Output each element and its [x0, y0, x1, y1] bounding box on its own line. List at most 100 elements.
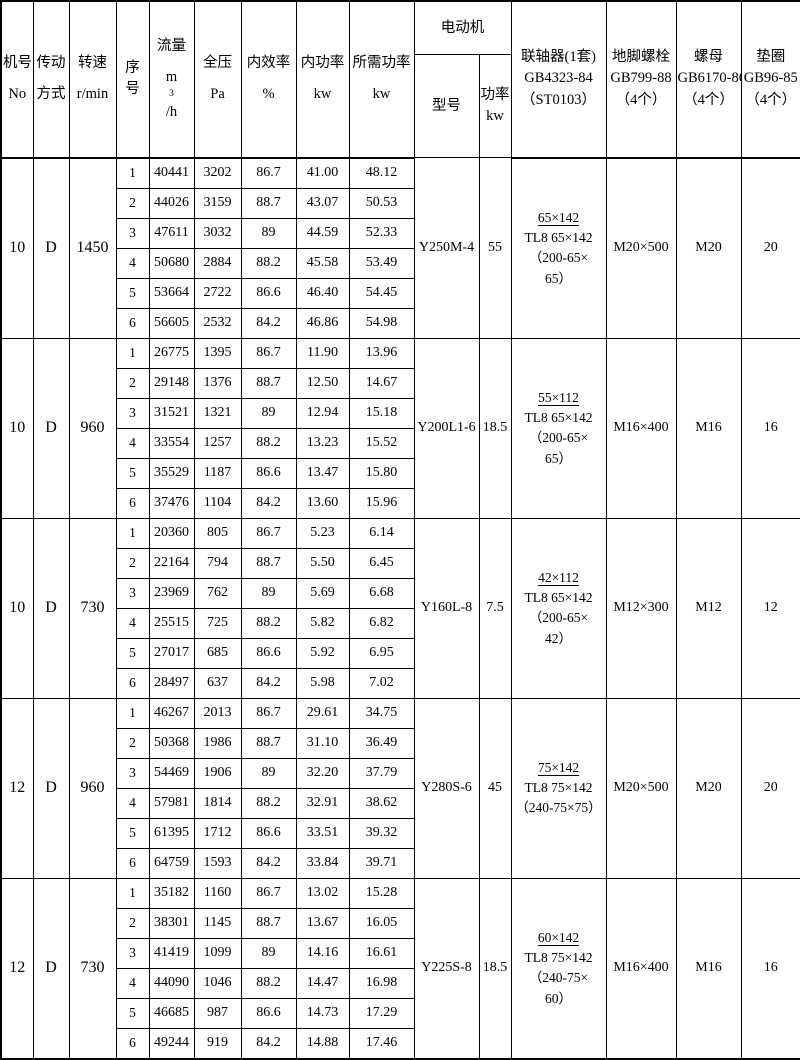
col-no-top: 机号: [3, 55, 32, 72]
cell-required-power: 34.75: [348, 697, 415, 729]
cell-inner-power: 11.90: [295, 337, 350, 369]
cell-inner-power: 14.16: [295, 937, 350, 969]
cell-inner-power: 5.82: [295, 607, 350, 639]
cell-drive: D: [45, 419, 57, 437]
group-cell-washer: 12: [740, 517, 800, 699]
coupling-code: （ST0103）: [521, 92, 596, 109]
group-cell-motor-model: Y200L1-6: [413, 337, 480, 519]
cell-inner-power: 31.10: [295, 727, 350, 759]
cell-seq: 2: [115, 547, 150, 579]
cell-flow: 33554: [148, 427, 195, 459]
coupling-size-underlined: 65×142: [537, 209, 580, 227]
cell-motor-model: Y225S-8: [421, 960, 472, 976]
cell-flow: 53664: [148, 277, 195, 309]
cell-pressure: 1145: [193, 907, 242, 939]
cell-efficiency: 84.2: [240, 487, 297, 519]
cell-inner-power: 12.94: [295, 397, 350, 429]
cell-motor-power: 7.5: [486, 600, 504, 616]
cell-nut: M12: [695, 600, 722, 616]
motor-model-label: 型号: [432, 97, 461, 114]
cell-efficiency: 86.6: [240, 817, 297, 849]
col-flow-bottom: m 3/h: [165, 68, 178, 120]
group-cell-no: 10: [0, 157, 34, 339]
cell-pressure: 2532: [193, 307, 242, 339]
cell-pressure: 1046: [193, 967, 242, 999]
cell-pressure: 1986: [193, 727, 242, 759]
col-flow-top: 流量: [157, 37, 186, 54]
cell-required-power: 48.12: [348, 157, 415, 189]
cell-efficiency: 86.7: [240, 697, 297, 729]
table-row: 5 35529 1187 86.6 13.47 15.80: [1, 457, 800, 489]
cell-seq: 1: [115, 517, 150, 549]
cell-pressure: 1712: [193, 817, 242, 849]
cell-motor-model: Y280S-6: [421, 780, 472, 796]
cell-seq: 2: [115, 188, 150, 219]
cell-inner-power: 46.40: [295, 277, 350, 309]
cell-flow: 50680: [148, 247, 195, 279]
coupling-bore-cont: 42）: [545, 630, 572, 646]
cell-efficiency: 89: [240, 757, 297, 789]
cell-inner-power: 33.51: [295, 817, 350, 849]
header-cell-drive: 传动 方式: [32, 0, 70, 159]
cell-seq: 6: [115, 1027, 150, 1060]
coupling-model: TL8 65×142: [524, 590, 593, 606]
cell-flow: 44090: [148, 967, 195, 999]
cell-required-power: 39.32: [348, 817, 415, 849]
col-speed-top: 转速: [78, 55, 107, 72]
col-drive-bottom: 方式: [36, 86, 66, 103]
cell-efficiency: 89: [240, 397, 297, 429]
table-row: 10 D 1450 1 40441 3202 86.7 41.00 48.12 Y250M-4 55…: [0, 157, 800, 339]
group-cell-speed: 1450: [68, 157, 117, 339]
cell-flow: 26775: [148, 337, 195, 369]
cell-required-power: 54.98: [348, 307, 415, 339]
group-cell-speed: 960: [68, 697, 117, 879]
cell-inner-power: 13.60: [295, 487, 350, 519]
group-cell-coupling: 55×112 TL8 65×142 （200-65× 65）: [510, 337, 607, 519]
cell-flow: 50368: [148, 727, 195, 759]
anchor-count: （4个）: [615, 92, 667, 109]
washer-count: （4个）: [745, 92, 797, 109]
group-cell-anchor-bolt: M20×500: [605, 157, 677, 339]
cell-washer: 12: [763, 600, 778, 616]
table-row: 3 47611 3032 89 44.59 52.33: [1, 217, 800, 249]
cell-flow: 35182: [148, 877, 195, 909]
cell-seq: 1: [115, 697, 150, 729]
group-cell-motor-power: 7.5: [478, 517, 512, 699]
group-cell-drive: D: [32, 157, 70, 339]
cell-required-power: 7.02: [348, 667, 415, 699]
cell-flow: 49244: [148, 1027, 195, 1060]
cell-inner-power: 46.86: [295, 307, 350, 339]
cell-efficiency: 88.7: [240, 727, 297, 759]
cell-motor-power: 45: [488, 780, 502, 796]
group-cell-drive: D: [32, 697, 70, 879]
cell-inner-power: 45.58: [295, 247, 350, 279]
table-row: 10 D 730 1 20360 805 86.7 5.23 6.14 Y160L-8 7.5 42×…: [0, 517, 800, 699]
group-cell-nut: M12: [675, 517, 742, 699]
cell-required-power: 6.14: [348, 517, 415, 549]
header-cell-seq: 序号: [115, 0, 150, 159]
cell-flow: 35529: [148, 457, 195, 489]
cell-seq: 2: [115, 727, 150, 759]
cell-seq: 4: [115, 427, 150, 459]
cell-seq: 2: [115, 907, 150, 939]
cell-inner-power: 14.47: [295, 967, 350, 999]
motor-power-unit: kw: [486, 108, 504, 125]
group-cell-motor-model: Y250M-4: [413, 157, 480, 339]
cell-efficiency: 88.2: [240, 607, 297, 639]
cell-flow: 46685: [148, 997, 195, 1029]
cell-speed: 960: [80, 419, 105, 437]
header-cell-speed: 转速 r/min: [68, 0, 117, 159]
cell-inner-power: 5.92: [295, 637, 350, 669]
cell-pressure: 1395: [193, 337, 242, 369]
cell-motor-power: 18.5: [482, 420, 508, 436]
table-row: 4 44090 1046 88.2 14.47 16.98: [1, 967, 800, 999]
cell-inner-power: 14.73: [295, 997, 350, 1029]
cell-pressure: 3202: [193, 157, 242, 189]
header-cell-coupling: 联轴器(1套) GB4323-84 （ST0103）: [510, 0, 607, 159]
coupling-size-underlined: 60×142: [537, 929, 580, 947]
group-cell-speed: 730: [68, 517, 117, 699]
cell-pressure: 2722: [193, 277, 242, 309]
group-cell-washer: 16: [740, 877, 800, 1060]
cell-anchor-bolt: M12×300: [613, 600, 669, 616]
table-row: 5 61395 1712 86.6 33.51 39.32: [1, 817, 800, 849]
